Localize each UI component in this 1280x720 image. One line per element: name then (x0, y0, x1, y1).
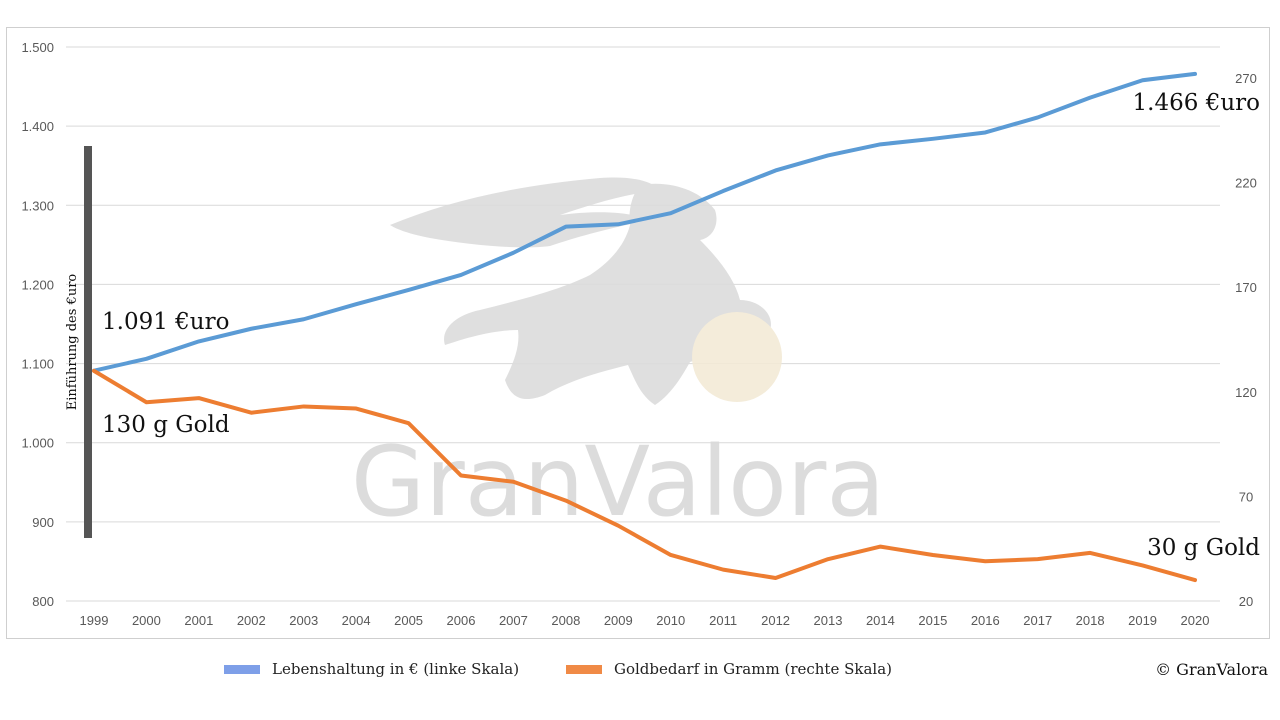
annotation-end-gold: 30 g Gold (1147, 535, 1260, 561)
x-tick-label: 2018 (1076, 613, 1105, 628)
series-lines (92, 71, 1197, 583)
right-tick-label: 120 (1235, 385, 1257, 400)
legend-swatch (566, 664, 602, 674)
x-tick-label: 2009 (604, 613, 633, 628)
legend: Lebenshaltung in € (linke Skala) Goldbed… (0, 660, 1280, 684)
right-tick-label: 270 (1235, 71, 1257, 86)
x-tick-label: 2007 (499, 613, 528, 628)
right-axis: 20 70 120 170 220 270 (1235, 71, 1257, 609)
series-line-gold-requirement (92, 368, 1197, 583)
x-tick-label: 2005 (394, 613, 423, 628)
watermark-logo: GranValora (351, 177, 885, 538)
x-tick-label: 2020 (1181, 613, 1210, 628)
right-tick-label: 220 (1235, 176, 1257, 191)
right-tick-label: 70 (1239, 489, 1253, 504)
annotation-end-euro: 1.466 €uro (1133, 90, 1260, 116)
x-tick-label: 2017 (1023, 613, 1052, 628)
left-tick-label: 1.200 (21, 277, 54, 292)
x-tick-label: 2014 (866, 613, 895, 628)
left-tick-label: 800 (32, 594, 54, 609)
left-tick-label: 1.300 (21, 198, 54, 213)
x-tick-label: 2002 (237, 613, 266, 628)
griffin-wing-icon (390, 177, 660, 248)
x-tick-label: 2000 (132, 613, 161, 628)
x-axis: 1999 2000 2001 2002 2003 2004 2005 2006 2007 2008… (80, 613, 1210, 628)
left-tick-label: 900 (32, 515, 54, 530)
legend-item-gold-requirement: Goldbedarf in Gramm (rechte Skala) (566, 660, 892, 678)
x-tick-label: 2010 (656, 613, 685, 628)
right-tick-label: 170 (1235, 280, 1257, 295)
x-tick-label: 2019 (1128, 613, 1157, 628)
left-axis: 800 900 1.000 1.100 1.200 1.300 1.400 1.500 (21, 40, 54, 609)
x-tick-label: 1999 (80, 613, 109, 628)
copyright-text: © GranValora (1155, 660, 1268, 679)
left-tick-label: 1.400 (21, 119, 54, 134)
right-tick-label: 20 (1239, 594, 1253, 609)
x-tick-label: 2006 (447, 613, 476, 628)
legend-label: Goldbedarf in Gramm (rechte Skala) (614, 660, 892, 678)
euro-introduction-label: Einführung des €uro (65, 274, 80, 411)
chart-frame (6, 27, 1270, 639)
x-tick-label: 2004 (342, 613, 371, 628)
annotation-start-gold: 130 g Gold (102, 412, 230, 438)
x-tick-label: 2013 (814, 613, 843, 628)
x-tick-label: 2012 (761, 613, 790, 628)
x-tick-label: 2011 (709, 613, 737, 628)
annotation-start-euro: 1.091 €uro (102, 309, 229, 335)
left-tick-label: 1.000 (21, 436, 54, 451)
x-tick-label: 2001 (184, 613, 213, 628)
euro-introduction-bar (84, 146, 92, 538)
griffin-body-icon (444, 183, 771, 405)
watermark-text: GranValora (351, 426, 885, 538)
x-tick-label: 2003 (289, 613, 318, 628)
x-tick-label: 2016 (971, 613, 1000, 628)
left-tick-label: 1.500 (21, 40, 54, 55)
sun-icon (692, 312, 782, 402)
chart: GranValora 800 900 1.000 1.100 1.200 1.300 1.4… (21, 40, 1260, 628)
x-tick-label: 2015 (918, 613, 947, 628)
left-tick-label: 1.100 (21, 357, 54, 372)
legend-label: Lebenshaltung in € (linke Skala) (272, 660, 520, 678)
legend-swatch (224, 664, 260, 674)
x-tick-label: 2008 (551, 613, 580, 628)
series-line-cost-of-living (92, 71, 1197, 373)
gridlines (66, 46, 1220, 602)
legend-item-cost-of-living: Lebenshaltung in € (linke Skala) (224, 660, 519, 678)
